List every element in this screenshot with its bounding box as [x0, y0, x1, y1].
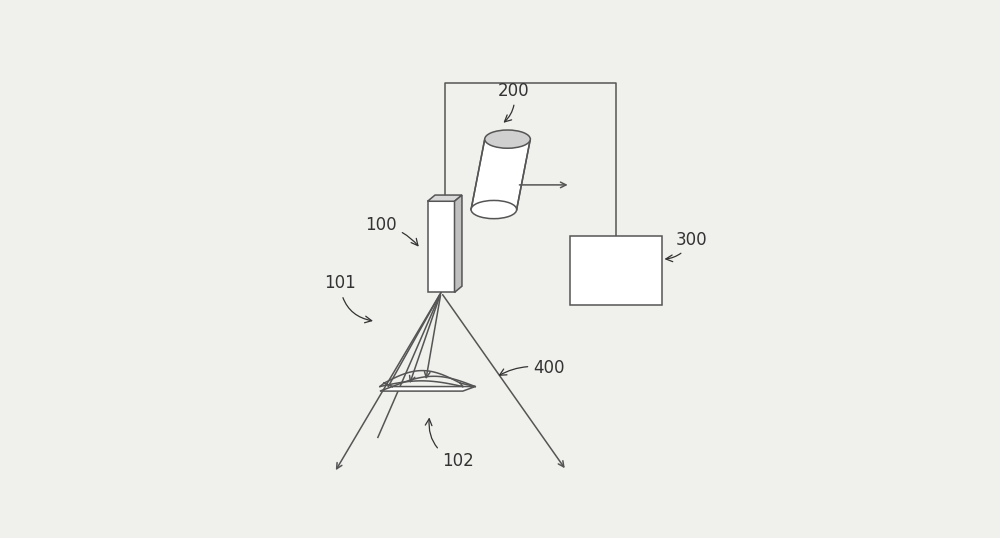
Text: 400: 400	[500, 359, 565, 377]
Polygon shape	[455, 195, 462, 293]
Polygon shape	[471, 139, 530, 209]
Ellipse shape	[485, 130, 530, 148]
Text: 102: 102	[425, 419, 474, 470]
Text: 101: 101	[324, 274, 372, 323]
Text: 300: 300	[666, 231, 708, 261]
Polygon shape	[428, 201, 455, 293]
Text: 100: 100	[365, 216, 418, 246]
Polygon shape	[428, 195, 462, 201]
Polygon shape	[380, 386, 475, 391]
Ellipse shape	[471, 201, 517, 218]
Text: 200: 200	[498, 82, 530, 122]
Polygon shape	[570, 237, 662, 305]
